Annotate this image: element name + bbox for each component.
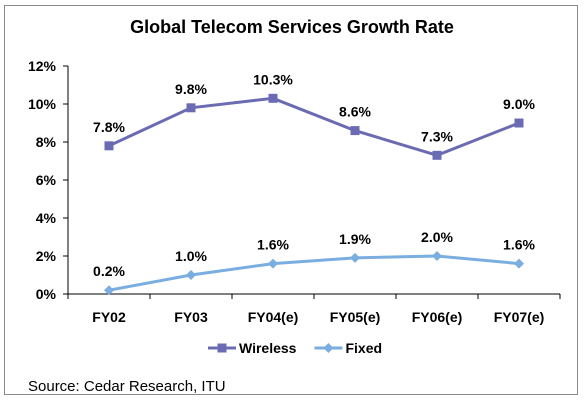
data-label-wireless: 7.3%	[421, 128, 453, 144]
data-label-wireless: 8.6%	[339, 104, 371, 120]
y-tick-label: 8%	[36, 134, 57, 150]
data-label-wireless: 9.0%	[503, 96, 535, 112]
data-point-wireless	[514, 118, 524, 128]
series-layer: 7.8% 9.8% 10.3% 8.6% 7.3% 9.0% 0.2% 1.0% 1.6% 1.9…	[93, 71, 536, 296]
series-fixed: 0.2% 1.0% 1.6% 1.9% 2.0% 1.6%	[93, 229, 536, 296]
y-tick-label: 2%	[36, 248, 57, 264]
data-point-wireless	[104, 141, 114, 151]
data-point-fixed	[432, 251, 442, 261]
data-label-fixed: 1.6%	[503, 237, 535, 253]
data-point-wireless	[186, 103, 196, 113]
data-point-wireless	[268, 93, 278, 103]
source-note: Source: Cedar Research, ITU	[28, 378, 226, 395]
y-tick-label: 6%	[36, 172, 57, 188]
legend-marker	[217, 343, 227, 353]
x-tick-label: FY06(e)	[412, 309, 463, 325]
data-point-fixed	[514, 258, 524, 269]
data-point-fixed	[104, 285, 114, 296]
data-label-wireless: 10.3%	[253, 71, 293, 87]
x-tick-label: FY04(e)	[248, 309, 299, 325]
data-point-fixed	[350, 252, 360, 263]
legend-item-fixed: Fixed	[314, 340, 382, 356]
y-axis-ticks: 0% 2% 4% 6% 8% 10% 12%	[28, 58, 68, 302]
x-axis-ticks: FY02 FY03 FY04(e) FY05(e) FY06(e) FY07(e)	[67, 294, 561, 325]
data-label-wireless: 9.8%	[175, 81, 207, 97]
x-tick-label: FY03	[174, 309, 208, 325]
data-point-fixed	[186, 270, 196, 280]
data-label-wireless: 7.8%	[93, 119, 125, 135]
y-tick-label: 12%	[28, 58, 57, 74]
y-tick-label: 10%	[28, 96, 57, 112]
chart-title: Global Telecom Services Growth Rate	[130, 17, 454, 37]
data-point-wireless	[432, 150, 442, 160]
legend-marker	[323, 343, 334, 353]
data-label-fixed: 1.0%	[175, 248, 207, 264]
x-tick-label: FY02	[92, 309, 126, 325]
legend: Wireless Fixed	[208, 340, 382, 356]
legend-label: Fixed	[345, 340, 382, 356]
data-point-fixed	[268, 258, 278, 269]
y-tick-label: 0%	[36, 286, 57, 302]
x-tick-label: FY05(e)	[330, 309, 381, 325]
legend-item-wireless: Wireless	[208, 340, 297, 356]
data-label-fixed: 1.6%	[257, 237, 289, 253]
legend-label: Wireless	[239, 340, 297, 356]
data-label-fixed: 0.2%	[93, 263, 125, 279]
y-tick-label: 4%	[36, 210, 57, 226]
data-label-fixed: 2.0%	[421, 229, 453, 245]
series-wireless: 7.8% 9.8% 10.3% 8.6% 7.3% 9.0%	[93, 71, 536, 160]
x-tick-label: FY07(e)	[494, 309, 545, 325]
data-point-wireless	[350, 126, 360, 136]
data-label-fixed: 1.9%	[339, 231, 371, 247]
chart-frame	[4, 5, 578, 395]
series-line-wireless	[108, 96, 520, 157]
series-line-fixed	[108, 254, 520, 292]
